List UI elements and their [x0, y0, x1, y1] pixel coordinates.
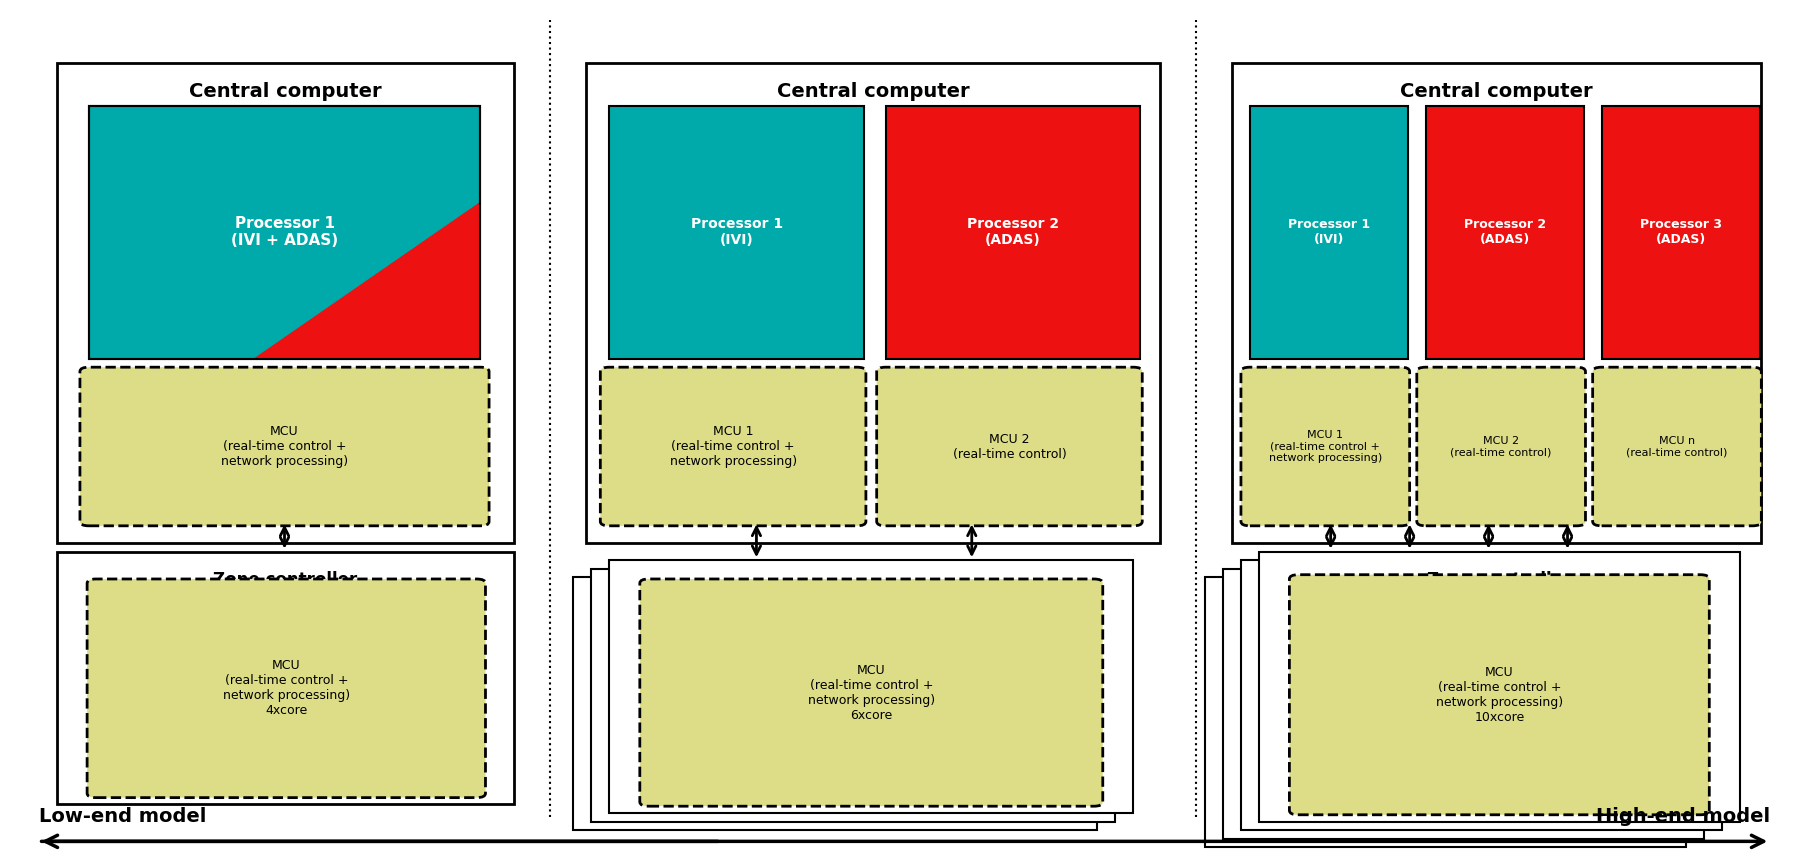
- FancyBboxPatch shape: [88, 105, 481, 359]
- Text: Central computer: Central computer: [778, 82, 970, 101]
- FancyBboxPatch shape: [587, 63, 1161, 543]
- FancyBboxPatch shape: [1426, 105, 1584, 359]
- Text: MCU 1
(real-time control +
network processing): MCU 1 (real-time control + network proce…: [670, 425, 797, 468]
- Text: MCU
(real-time control +
network processing): MCU (real-time control + network process…: [221, 425, 347, 468]
- Polygon shape: [254, 202, 481, 359]
- FancyBboxPatch shape: [1222, 569, 1705, 839]
- Text: MCU
(real-time control +
network processing)
4xcore: MCU (real-time control + network process…: [223, 659, 349, 717]
- FancyBboxPatch shape: [574, 577, 1098, 830]
- Text: MCU
(real-time control +
network processing)
10xcore: MCU (real-time control + network process…: [1436, 665, 1562, 724]
- FancyBboxPatch shape: [1258, 551, 1741, 822]
- FancyBboxPatch shape: [79, 367, 490, 526]
- FancyBboxPatch shape: [601, 367, 866, 526]
- Text: MCU 2
(real-time control): MCU 2 (real-time control): [1451, 436, 1552, 457]
- FancyBboxPatch shape: [608, 105, 864, 359]
- Text: Processor 2
(ADAS): Processor 2 (ADAS): [967, 217, 1058, 247]
- FancyBboxPatch shape: [639, 579, 1103, 806]
- FancyBboxPatch shape: [1240, 367, 1409, 526]
- FancyBboxPatch shape: [886, 105, 1141, 359]
- Text: High-end model: High-end model: [1597, 807, 1771, 826]
- FancyBboxPatch shape: [1289, 575, 1710, 815]
- FancyBboxPatch shape: [608, 560, 1134, 813]
- Text: Processor 2
(ADAS): Processor 2 (ADAS): [1463, 218, 1546, 246]
- FancyBboxPatch shape: [56, 63, 515, 543]
- FancyBboxPatch shape: [56, 551, 515, 804]
- FancyBboxPatch shape: [1204, 577, 1687, 847]
- FancyBboxPatch shape: [1249, 105, 1408, 359]
- FancyBboxPatch shape: [1593, 367, 1762, 526]
- Text: Processor 3
(ADAS): Processor 3 (ADAS): [1640, 218, 1721, 246]
- Text: Zone controller: Zone controller: [1427, 570, 1571, 589]
- Text: MCU 2
(real-time control): MCU 2 (real-time control): [952, 432, 1066, 461]
- Text: Central computer: Central computer: [189, 82, 382, 101]
- Text: MCU n
(real-time control): MCU n (real-time control): [1627, 436, 1728, 457]
- FancyBboxPatch shape: [1231, 63, 1762, 543]
- Text: Processor 1
(IVI + ADAS): Processor 1 (IVI + ADAS): [230, 216, 338, 249]
- Text: Zone controller: Zone controller: [212, 570, 358, 589]
- Text: Zone controller: Zone controller: [799, 579, 943, 597]
- FancyBboxPatch shape: [592, 569, 1116, 822]
- Text: Central computer: Central computer: [1400, 82, 1593, 101]
- FancyBboxPatch shape: [86, 579, 486, 797]
- FancyBboxPatch shape: [877, 367, 1143, 526]
- Text: MCU
(real-time control +
network processing)
6xcore: MCU (real-time control + network process…: [808, 664, 934, 721]
- Text: Low-end model: Low-end model: [38, 807, 205, 826]
- FancyBboxPatch shape: [1417, 367, 1586, 526]
- Text: Processor 1
(IVI): Processor 1 (IVI): [691, 217, 783, 247]
- Text: MCU 1
(real-time control +
network processing): MCU 1 (real-time control + network proce…: [1269, 430, 1382, 463]
- Text: Processor 1
(IVI): Processor 1 (IVI): [1287, 218, 1370, 246]
- FancyBboxPatch shape: [1602, 105, 1760, 359]
- FancyBboxPatch shape: [1240, 560, 1723, 830]
